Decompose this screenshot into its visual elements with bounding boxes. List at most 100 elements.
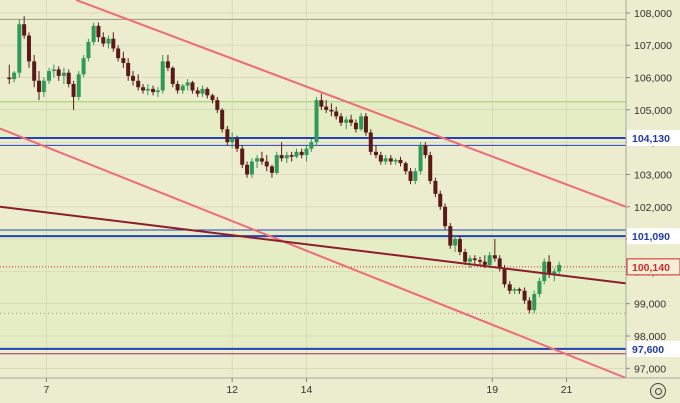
tick-label-y: 102,000 [634,202,672,214]
candle-body [373,151,378,156]
candle-body [136,80,141,88]
candle-body [61,72,66,76]
candle-body [170,67,175,84]
candle-body [457,239,462,252]
zone-band [0,230,626,349]
candle-body [56,69,61,76]
candle-body [12,72,17,80]
candle-body [398,159,403,164]
candle-body [230,138,235,143]
horizontal-levels [0,136,626,355]
candle-body [378,155,383,162]
candle-body [235,138,240,149]
candle-body [249,161,254,175]
candle-body [542,261,547,282]
tick-label-x: 21 [561,384,573,396]
candle-body [359,116,364,130]
candle-body [26,35,31,62]
tick-label-y: 99,000 [634,299,666,311]
candle-body [17,24,22,73]
candle-body [403,163,408,172]
candle-body [512,289,517,291]
candle-body [37,80,42,93]
candle-body [408,171,413,181]
tick-label-y: 107,000 [634,40,672,52]
candle-body [353,122,358,130]
candle-body [91,25,96,42]
price-tag-label: 101,090 [632,231,670,243]
candle-body [274,155,279,173]
tick-label-y: 105,000 [634,105,672,117]
candle-body [294,151,299,157]
candle-body [344,119,349,123]
tick-label-x: 14 [301,384,313,396]
candle-body [220,109,225,130]
candle-body [537,281,542,294]
candle-body [289,155,294,157]
candle-body [487,255,492,265]
price-tag [627,228,680,245]
price-tag-label: 97,600 [632,344,664,356]
candle-body [200,88,205,94]
candle-body [106,38,111,44]
candle-body [547,261,552,275]
candle-body [190,82,195,91]
price-tag [627,129,680,146]
candle-body [492,255,497,259]
support-line-line [0,205,627,285]
candle-body [240,148,245,165]
candle-body [145,88,150,91]
candle-body [111,38,116,49]
candle-body [155,90,160,93]
candle-body [195,90,200,94]
candle-body [423,145,428,156]
candle-body [71,84,76,97]
candle-body [388,158,393,162]
candle-body [141,87,146,91]
candle-body [304,148,309,156]
candle-body [269,166,274,173]
candle-body [448,226,453,246]
tick-label-x: 12 [226,384,238,396]
candle-body [443,206,448,227]
candle-body [76,74,81,97]
candle-body [32,61,37,81]
zone-band [0,101,626,138]
tick-label-x: 7 [44,384,50,396]
candle-body [215,100,220,110]
candle-body [393,159,398,162]
candle-body [284,155,289,159]
candle-body [433,180,438,194]
candle-body [151,88,156,93]
zone-bands [0,18,626,349]
gear-icon[interactable] [650,383,666,399]
candle-body [264,161,269,167]
time-axis[interactable] [0,378,626,403]
candle-body [438,193,443,207]
upper-channel-line [75,0,627,208]
candle-body [116,48,121,59]
candle-body [502,268,507,285]
tick-label-y: 97,000 [634,363,666,375]
candle-body [160,61,165,91]
price-tag [627,340,680,357]
candle-body [210,95,215,101]
grid-lines [0,0,626,378]
price-tag-label: 104,130 [632,133,670,145]
candle-body [22,24,27,36]
price-axis[interactable] [626,0,680,403]
candle-body [349,119,354,123]
candle-body [472,258,477,261]
candle-body [245,164,250,175]
candle-body [383,158,388,162]
candle-body [314,100,319,143]
candle-body [259,158,264,162]
candle-body [497,258,502,269]
candle-body [205,88,210,96]
trendlines [0,0,627,379]
candle-body [66,72,71,84]
tick-label-y: 108,000 [634,8,672,20]
candle-body [522,290,527,301]
lower-channel-line [0,127,627,379]
